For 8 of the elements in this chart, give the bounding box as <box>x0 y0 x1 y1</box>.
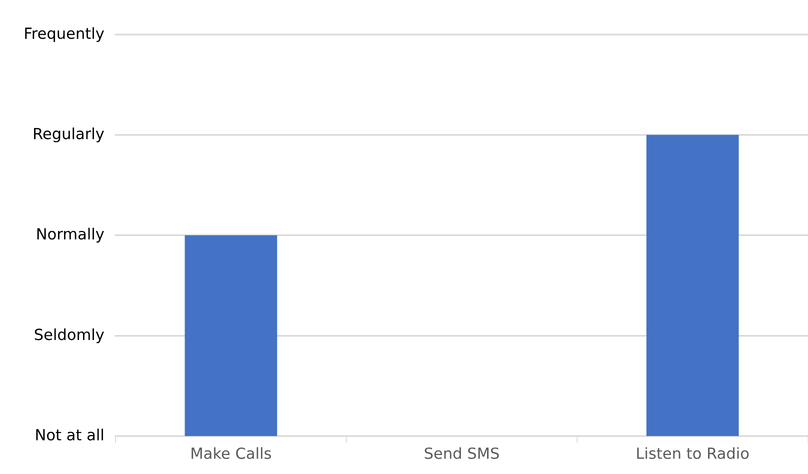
ref-line-label: Regularly <box>34 128 104 142</box>
ref-line-label: Frequently <box>25 27 104 42</box>
ref-line-label: Seldomly <box>34 328 104 344</box>
x-tick-label: Listen to Radio <box>637 447 749 460</box>
ref-line-label: Not at all <box>36 428 103 441</box>
ref-line-label: Normally <box>37 228 104 243</box>
x-tick-label: Send SMS <box>424 447 499 460</box>
x-tick-label: Make Calls <box>192 447 271 460</box>
